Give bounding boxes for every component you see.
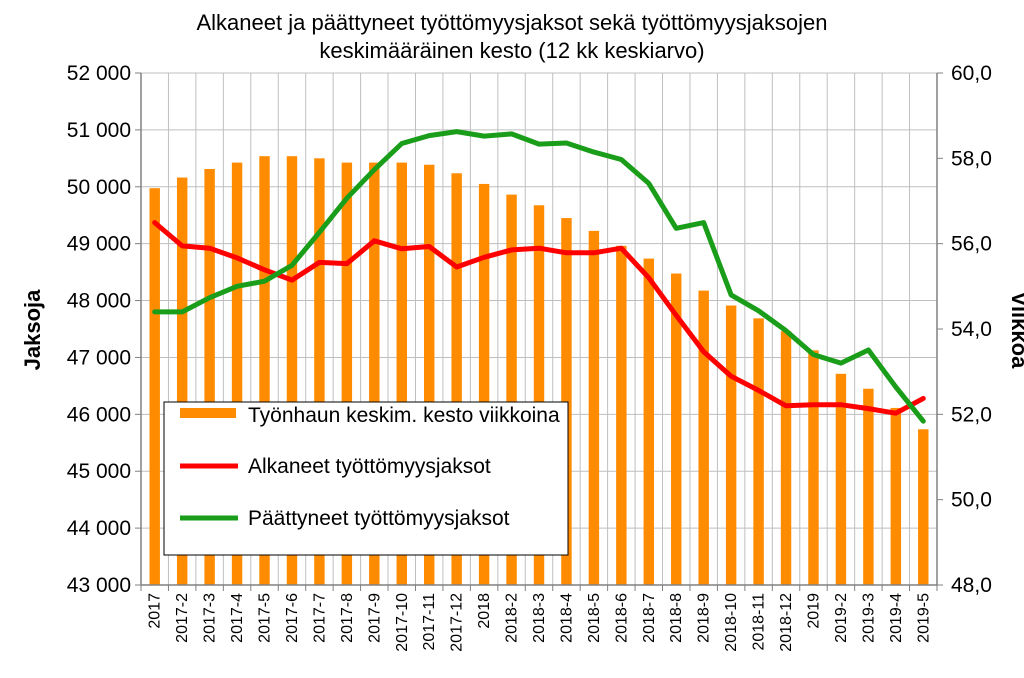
bar — [890, 407, 902, 585]
bar — [698, 290, 709, 585]
bar — [231, 162, 243, 585]
bar — [725, 305, 737, 585]
y-tick-label-left: 52 000 — [67, 62, 131, 85]
x-tick-label: 2017-12 — [449, 593, 466, 652]
bar — [753, 318, 764, 585]
y-tick-label-left: 45 000 — [67, 460, 131, 483]
chart-title-line1: Alkaneet ja päättyneet työttömyysjaksot … — [197, 10, 828, 35]
x-tick-label: 2017-8 — [339, 593, 356, 643]
x-tick-label: 2017-11 — [421, 593, 438, 651]
right-axis-label: Viikkoa — [1007, 292, 1024, 369]
x-tick-label: 2017-5 — [257, 593, 274, 643]
y-tick-label-right: 60,0 — [951, 62, 992, 85]
bar — [369, 162, 380, 585]
bar — [396, 162, 407, 585]
y-tick-label-right: 54,0 — [951, 318, 992, 341]
x-tick-label: 2018-2 — [504, 593, 521, 643]
axes — [135, 72, 943, 591]
y-tick-label-left: 43 000 — [67, 574, 131, 597]
y-tick-label-left: 47 000 — [67, 346, 131, 369]
y-tick-label-left: 48 000 — [67, 290, 131, 313]
bar — [533, 205, 545, 585]
bar — [835, 373, 847, 585]
x-tick-label: 2017-2 — [174, 593, 191, 643]
y-tick-label-left: 46 000 — [67, 403, 131, 426]
x-tick-label: 2017-7 — [311, 593, 328, 643]
right-axis-ticks: 48,0 50,0 52,0 54,0 56,0 58,0 60,0 — [951, 62, 992, 597]
y-tick-label-right: 52,0 — [951, 403, 992, 426]
legend-label-paattyneet: Päättyneet työttömyysjaksot — [248, 507, 510, 530]
x-tick-label: 2017 — [147, 593, 164, 629]
x-tick-label: 2017-10 — [394, 593, 411, 652]
y-tick-label-right: 48,0 — [951, 574, 992, 597]
y-tick-label-left: 51 000 — [67, 119, 131, 142]
legend-swatch-bar — [180, 408, 236, 418]
bar — [918, 429, 929, 585]
x-tick-label: 2017-6 — [284, 593, 301, 643]
bar — [808, 350, 819, 585]
bar — [588, 230, 600, 585]
bar — [176, 177, 188, 586]
x-tick-label: 2018-3 — [531, 593, 548, 643]
bar — [780, 331, 792, 585]
x-tick-label: 2017-4 — [229, 593, 246, 643]
bar — [671, 273, 682, 585]
bar — [451, 173, 462, 585]
y-tick-label-left: 44 000 — [67, 517, 131, 540]
x-tick-label: 2018-6 — [613, 593, 630, 643]
bar — [616, 245, 627, 586]
x-tick-label: 2018-11 — [751, 593, 768, 651]
chart-title-line2: keskimääräinen kesto (12 kk keskiarvo) — [319, 38, 704, 63]
y-tick-label-right: 58,0 — [951, 147, 992, 170]
x-tick-label: 2018-7 — [641, 593, 658, 643]
bar — [314, 158, 325, 586]
left-axis-label: Jaksoja — [20, 289, 45, 370]
x-tick-label: 2018-5 — [586, 593, 603, 643]
x-tick-label: 2019-5 — [915, 593, 932, 643]
x-tick-label: 2019 — [806, 593, 823, 629]
bar — [863, 388, 874, 585]
bar — [506, 194, 517, 585]
x-tick-label: 2018 — [476, 593, 493, 629]
bar — [643, 258, 655, 585]
bar — [204, 169, 215, 585]
x-tick-label: 2019-2 — [833, 593, 850, 643]
bar — [149, 188, 160, 585]
bar — [478, 183, 490, 585]
legend-label-bar: Työnhaun keskim. kesto viikkoina — [248, 404, 560, 427]
legend: Työnhaun keskim. kesto viikkoina Alkanee… — [163, 401, 569, 556]
left-axis-ticks: 43 000 44 000 45 000 46 000 47 000 48 000 49 0… — [67, 62, 131, 597]
x-tick-label: 2017-3 — [202, 593, 219, 643]
bar — [341, 162, 353, 585]
x-axis-ticks: 2017 2017-2 2017-3 2017-4 2017-5 2017-6 2017-7… — [147, 593, 933, 652]
x-tick-label: 2018-4 — [558, 593, 575, 643]
line-series — [152, 129, 926, 424]
legend-label-alkaneet: Alkaneet työttömyysjaksot — [248, 455, 491, 478]
x-tick-label: 2018-9 — [696, 593, 713, 643]
series-line-paattyneet — [152, 129, 926, 424]
x-tick-label: 2019-3 — [860, 593, 877, 643]
y-tick-label-right: 56,0 — [951, 233, 992, 256]
y-tick-label-right: 50,0 — [951, 489, 992, 512]
bar-series — [149, 156, 929, 586]
bar — [423, 164, 435, 585]
x-tick-label: 2017-9 — [366, 593, 383, 643]
bar — [286, 156, 298, 585]
series-line-alkaneet — [152, 220, 926, 416]
legend-box — [163, 401, 569, 556]
x-tick-label: 2019-4 — [888, 593, 905, 643]
x-tick-label: 2018-12 — [778, 593, 795, 652]
bar — [259, 156, 270, 585]
x-tick-label: 2018-8 — [668, 593, 685, 643]
x-tick-label: 2018-10 — [723, 593, 740, 652]
y-tick-label-left: 50 000 — [67, 176, 131, 199]
y-tick-label-left: 49 000 — [67, 233, 131, 256]
